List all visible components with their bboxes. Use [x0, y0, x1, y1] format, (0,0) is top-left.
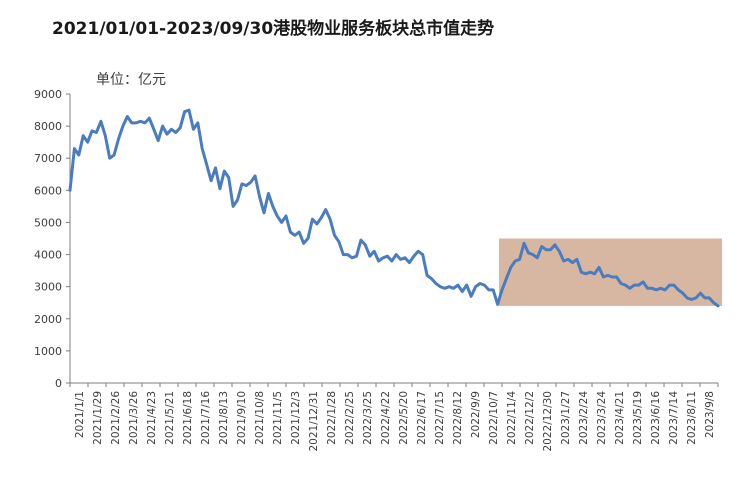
x-tick-label: 2021/1/1 — [74, 391, 86, 438]
x-tick-label: 2023/4/21 — [614, 391, 626, 445]
series-line — [68, 108, 720, 308]
x-tick-label: 2022/12/2 — [524, 391, 536, 445]
x-tick-label: 2022/11/4 — [506, 391, 518, 445]
x-tick-label: 2022/8/12 — [452, 391, 464, 445]
x-tick-label: 2021/10/8 — [254, 391, 266, 445]
x-tick-label: 2023/9/8 — [704, 391, 716, 438]
y-tick-label: 1000 — [34, 345, 62, 358]
x-tick-label: 2022/2/25 — [344, 391, 356, 445]
x-tick-label: 2023/6/16 — [650, 391, 662, 445]
x-tick-label: 2021/2/26 — [110, 391, 122, 445]
y-tick-label: 5000 — [34, 216, 62, 229]
y-tick-label: 0 — [55, 377, 62, 390]
x-tick-label: 2023/8/11 — [686, 391, 698, 445]
x-tick-label: 2023/2/24 — [578, 391, 590, 445]
x-tick-label: 2023/3/24 — [596, 391, 608, 445]
x-tick-label: 2021/12/31 — [308, 391, 320, 452]
x-tick-label: 2021/1/29 — [92, 391, 104, 445]
x-tick-label: 2022/6/17 — [416, 391, 428, 445]
x-tick-label: 2022/12/30 — [542, 391, 554, 452]
x-tick-label: 2022/5/20 — [398, 391, 410, 445]
x-tick-label: 2023/5/19 — [632, 391, 644, 445]
x-tick-label: 2023/7/14 — [668, 391, 680, 445]
unit-label: 单位：亿元 — [96, 72, 166, 88]
x-tick-label: 2021/12/3 — [290, 391, 302, 445]
x-tick-label: 2022/9/9 — [470, 391, 482, 438]
y-tick-label: 8000 — [34, 120, 62, 133]
y-tick-label: 6000 — [34, 184, 62, 197]
x-tick-label: 2021/5/21 — [164, 391, 176, 445]
highlight-region — [499, 238, 722, 306]
x-tick-label: 2021/3/26 — [128, 391, 140, 445]
x-tick-label: 2022/7/15 — [434, 391, 446, 445]
x-tick-label: 2022/4/22 — [380, 391, 392, 445]
y-tick-label: 3000 — [34, 281, 62, 294]
y-tick-label: 9000 — [34, 88, 62, 101]
y-tick-label: 2000 — [34, 313, 62, 326]
y-tick-label: 4000 — [34, 249, 62, 262]
x-tick-label: 2021/8/13 — [218, 391, 230, 445]
x-tick-label: 2022/1/28 — [326, 391, 338, 445]
chart-title: 2021/01/01-2023/09/30港股物业服务板块总市值走势 — [52, 19, 495, 39]
x-tick-label: 2021/7/16 — [200, 391, 212, 445]
y-tick-label: 7000 — [34, 152, 62, 165]
x-tick-label: 2021/11/5 — [272, 391, 284, 445]
x-tick-label: 2021/9/10 — [236, 391, 248, 445]
x-tick-label: 2021/6/18 — [182, 391, 194, 445]
x-tick-label: 2021/4/23 — [146, 391, 158, 445]
x-tick-label: 2022/3/25 — [362, 391, 374, 445]
x-tick-label: 2022/10/7 — [488, 391, 500, 445]
x-tick-label: 2023/1/27 — [560, 391, 572, 445]
